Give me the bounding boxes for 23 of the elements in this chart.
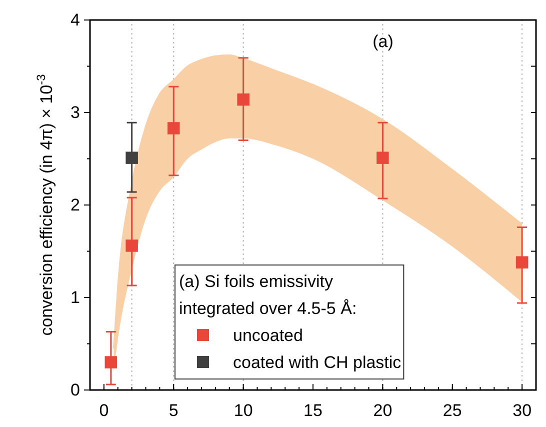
point xyxy=(126,152,138,164)
legend-label: coated with CH plastic xyxy=(233,353,402,372)
point xyxy=(168,122,180,134)
point xyxy=(237,93,250,106)
legend-title: (a) Si foils emissivity integrated over 4.5-5 Å: xyxy=(179,272,357,318)
point xyxy=(126,240,138,252)
y-tick-label: 3 xyxy=(70,102,80,122)
y-tick-label: 1 xyxy=(70,288,80,307)
x-tick-label: 30 xyxy=(512,401,532,420)
x-tick-label: 20 xyxy=(373,401,392,420)
y-tick-label: 0 xyxy=(70,380,80,400)
x-tick-label: 0 xyxy=(99,401,109,420)
x-tick-label: 10 xyxy=(234,401,253,420)
y-tick-label: 4 xyxy=(70,10,80,30)
x-tick-label: 5 xyxy=(168,401,178,420)
legend-label: uncoated xyxy=(233,326,303,345)
point xyxy=(516,256,528,268)
point xyxy=(104,356,118,368)
point xyxy=(376,152,389,164)
annotation: (a) xyxy=(372,32,394,51)
x-tick-label: 25 xyxy=(442,401,462,420)
x-tick-label: 15 xyxy=(304,401,322,420)
y-tick-label: 2 xyxy=(70,195,80,214)
